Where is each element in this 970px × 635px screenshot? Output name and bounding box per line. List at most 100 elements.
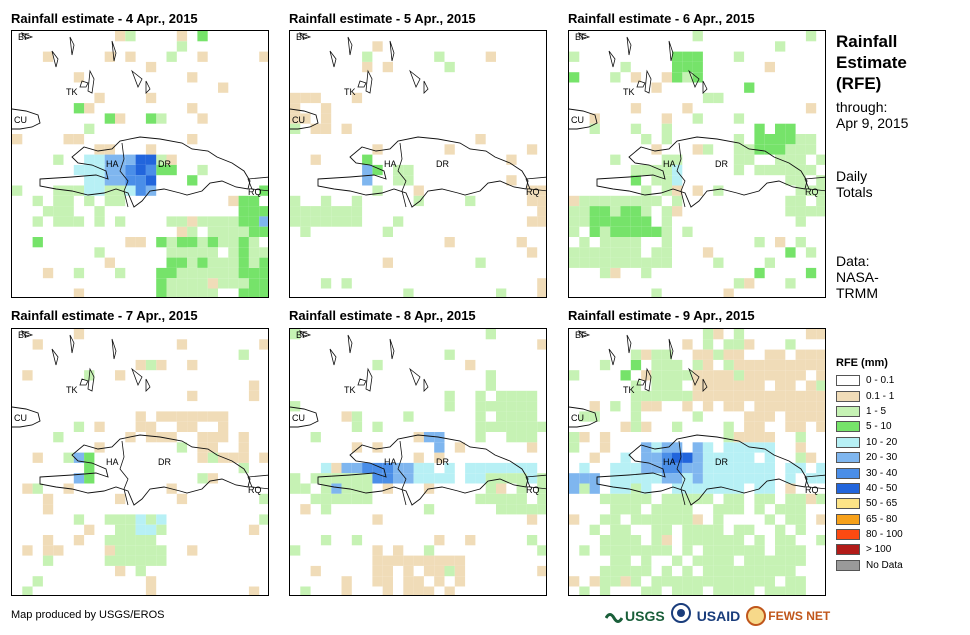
rainfall-cell	[672, 61, 683, 73]
rainfall-cell	[485, 401, 496, 412]
rainfall-cell	[754, 401, 765, 412]
rainfall-cell	[713, 92, 724, 104]
rainfall-cell	[723, 288, 734, 297]
rainfall-cell	[661, 247, 672, 258]
rainfall-cell	[702, 370, 714, 381]
map-panel-6[interactable]: BF TK CU HA DR RQ	[568, 328, 826, 596]
island-outline	[636, 378, 646, 386]
rainfall-cell	[610, 72, 621, 83]
rainfall-cell	[115, 175, 126, 186]
rainfall-cell	[589, 524, 600, 535]
rainfall-cell	[795, 555, 806, 566]
island-outline	[329, 348, 337, 366]
rainfall-cell	[506, 411, 517, 422]
rainfall-cell	[156, 514, 167, 525]
rainfall-cell	[403, 586, 414, 595]
rainfall-cell	[733, 51, 745, 62]
map-panel-2[interactable]: BF TK CU HA DR RQ	[289, 30, 547, 298]
rainfall-cell	[104, 545, 115, 556]
fews-net-seal-icon	[746, 605, 767, 626]
rainfall-cell	[785, 462, 796, 474]
rainfall-cell	[733, 432, 745, 443]
rainfall-cell	[290, 483, 301, 494]
rainfall-cell	[754, 576, 765, 587]
rainfall-cell	[496, 390, 507, 402]
rainfall-cell	[341, 123, 352, 134]
rainfall-cell	[372, 41, 383, 52]
island-outline	[577, 330, 591, 338]
rainfall-cell	[775, 401, 786, 412]
legend-label: 80 - 100	[866, 529, 903, 541]
rainfall-cell	[764, 493, 775, 505]
map-label-tk: TK	[66, 87, 78, 97]
map-panel-1[interactable]: BF TK CU HA DR RQ	[11, 30, 269, 298]
rainfall-cell	[661, 380, 672, 391]
rainfall-cell	[238, 278, 249, 289]
rainfall-cell	[620, 462, 631, 474]
rainfall-cell	[692, 462, 703, 474]
rainfall-cell	[692, 483, 703, 494]
rainfall-cell	[331, 462, 342, 474]
rainfall-cell	[651, 359, 662, 371]
rainfall-cell	[672, 370, 683, 381]
rainfall-cell	[176, 216, 188, 227]
island-outline	[298, 330, 312, 338]
map-panel-5[interactable]: BF TK CU HA DR RQ	[289, 328, 547, 596]
rainfall-cell	[713, 535, 724, 546]
rainfall-cell	[331, 493, 342, 505]
rainfall-cell	[805, 144, 817, 155]
rainfall-cell	[496, 288, 507, 297]
rainfall-cell	[73, 288, 85, 297]
rainfall-cell	[526, 473, 538, 484]
rainfall-cell	[382, 586, 393, 595]
rainfall-cell	[125, 237, 136, 248]
rainfall-cell	[805, 452, 817, 463]
map-panel-4[interactable]: BF TK CU HA DR RQ	[11, 328, 269, 596]
rainfall-cell	[32, 339, 43, 350]
rainfall-cell	[351, 411, 363, 422]
rainfall-cell	[526, 144, 538, 155]
rainfall-cell	[475, 411, 486, 422]
rainfall-cell	[187, 267, 198, 279]
rainfall-cell	[444, 462, 455, 474]
rainfall-cell	[641, 185, 652, 196]
puerto-rico-outline	[525, 176, 546, 192]
rfe-legend: RFE (mm) 0 - 0.1 0.1 - 1 1 - 5 5 - 10 10 - 2…	[836, 357, 903, 573]
rainfall-cell	[702, 535, 714, 546]
rainfall-cell	[259, 452, 268, 463]
rainfall-cell	[599, 586, 611, 595]
rainfall-cell	[506, 175, 517, 186]
rainfall-cell	[166, 432, 177, 443]
rainfall-cell	[145, 144, 157, 155]
rainfall-cell	[156, 154, 167, 165]
rainfall-cell	[785, 421, 796, 432]
rainfall-cell	[620, 493, 631, 505]
rainfall-map: BF TK CU HA DR RQ	[290, 329, 546, 595]
rainfall-cell	[238, 442, 249, 453]
map-panel-3[interactable]: BF TK CU HA DR RQ	[568, 30, 826, 298]
rainfall-cell	[785, 144, 796, 155]
rainfall-cell	[579, 195, 590, 207]
hispaniola-outline	[39, 136, 251, 208]
rainfall-cell	[187, 237, 198, 248]
rainfall-cell	[537, 545, 546, 556]
rainfall-cell	[733, 144, 745, 155]
rainfall-cell	[207, 432, 218, 443]
island-outline	[608, 348, 616, 366]
rainfall-cell	[32, 483, 43, 494]
rainfall-cell	[290, 401, 301, 412]
rainfall-cell	[569, 206, 580, 217]
rainfall-cell	[764, 411, 775, 422]
rainfall-cell	[754, 504, 765, 515]
rainfall-cell	[816, 421, 825, 432]
rainfall-cell	[290, 113, 301, 124]
rainfall-cell	[537, 493, 546, 505]
legend-label: 0.1 - 1	[866, 390, 895, 402]
island-outline	[79, 80, 89, 88]
rainfall-cell	[754, 411, 765, 422]
rainfall-cell	[84, 123, 95, 134]
rainfall-cell	[672, 586, 683, 595]
rainfall-cell	[300, 483, 311, 494]
rainfall-cell	[73, 134, 85, 145]
rainfall-cell	[104, 175, 115, 186]
